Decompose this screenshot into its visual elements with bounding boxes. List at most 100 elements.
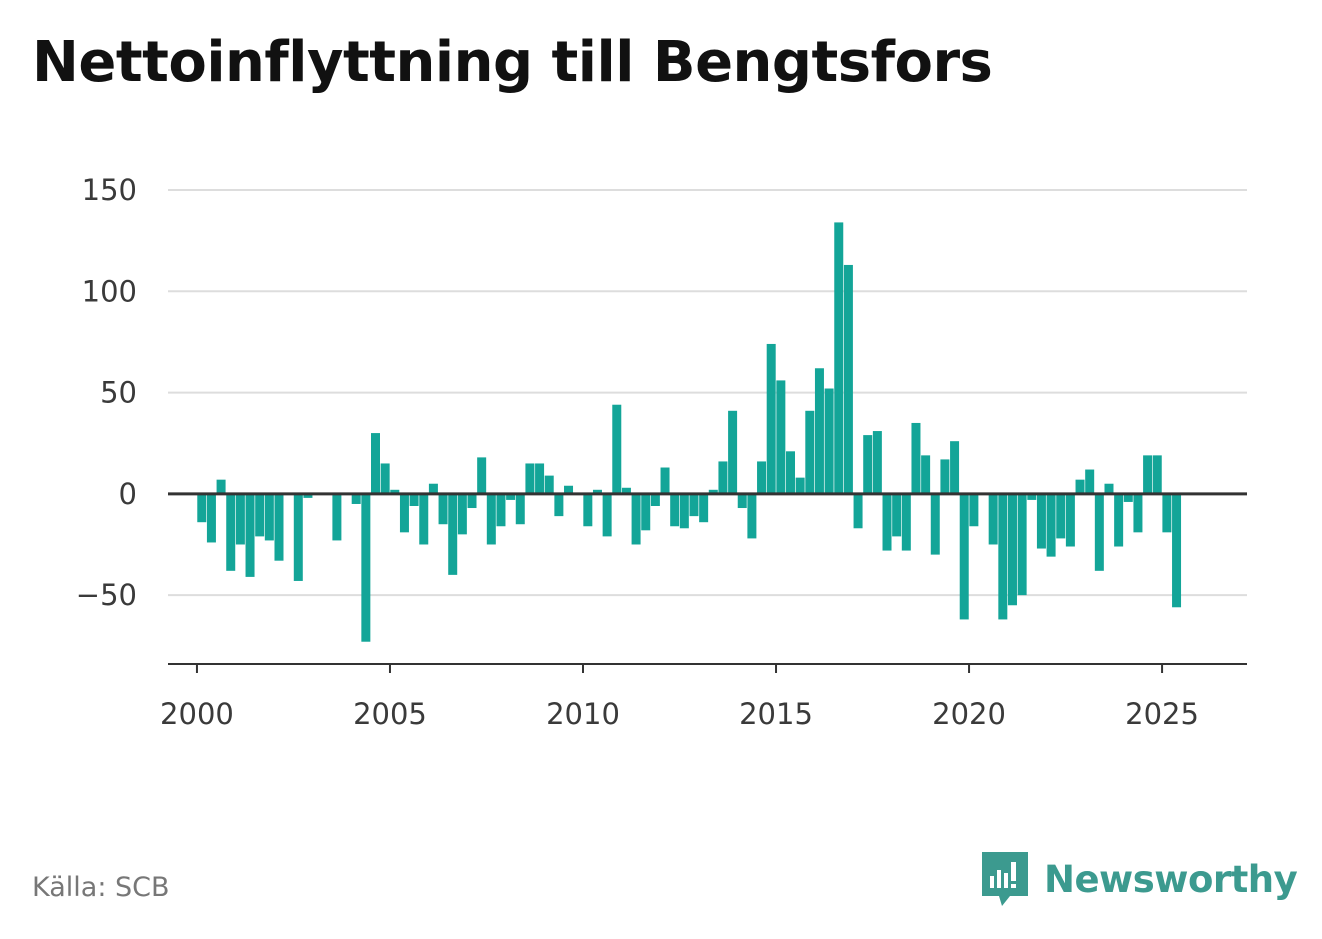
bar <box>786 451 795 494</box>
bar <box>950 441 960 494</box>
bar <box>371 433 380 494</box>
bar <box>776 380 786 494</box>
x-tick-label: 2005 <box>353 697 427 731</box>
bar <box>554 493 564 517</box>
y-tick-label: −50 <box>76 578 137 612</box>
y-tick-label: 0 <box>119 477 137 511</box>
bar <box>380 463 390 494</box>
bar <box>544 475 554 494</box>
bar <box>650 493 660 506</box>
brand-logo[interactable]: Newsworthy <box>980 850 1298 908</box>
bar <box>1143 455 1153 494</box>
bar <box>1114 493 1124 547</box>
bar <box>245 493 255 577</box>
bar <box>515 493 525 525</box>
y-tick-label: 150 <box>82 173 137 207</box>
bar <box>390 489 400 494</box>
bar <box>766 343 776 494</box>
bar <box>872 431 882 494</box>
bar <box>1075 479 1085 494</box>
bar <box>843 264 853 494</box>
bar <box>477 457 487 494</box>
bar <box>293 493 303 581</box>
bar <box>689 493 699 517</box>
bar <box>988 493 998 545</box>
bar <box>457 493 467 535</box>
bar <box>264 493 274 541</box>
bar <box>1065 493 1075 547</box>
bar <box>351 493 361 504</box>
bar <box>216 479 226 494</box>
bar <box>641 493 651 531</box>
bar <box>998 493 1008 620</box>
bar <box>1085 469 1095 494</box>
bar <box>506 493 516 500</box>
bar <box>535 463 545 494</box>
bar <box>863 435 873 494</box>
newsworthy-logo-icon <box>982 852 1028 906</box>
bar <box>1162 493 1172 533</box>
x-tick-label: 2010 <box>546 697 620 731</box>
y-tick-label: 50 <box>100 376 137 410</box>
bar <box>1152 455 1162 494</box>
x-axis-labels: 2000 2005 2010 2015 2020 2025 <box>160 697 1199 731</box>
bar <box>486 493 496 545</box>
bar <box>428 483 438 494</box>
bar <box>235 493 245 545</box>
bar <box>824 388 834 494</box>
bar <box>959 493 969 620</box>
bar <box>940 459 950 494</box>
bar <box>930 493 940 555</box>
bar <box>901 493 911 551</box>
bar <box>496 493 506 527</box>
bar <box>1133 493 1143 533</box>
bar <box>728 410 738 494</box>
bar <box>525 463 535 494</box>
brand-name: Newsworthy <box>1044 857 1298 901</box>
axes <box>168 492 1247 673</box>
bar <box>361 493 371 642</box>
bar <box>583 493 593 527</box>
bar <box>226 493 236 571</box>
bar <box>1104 483 1114 494</box>
bar <box>679 493 689 529</box>
bar <box>670 493 680 527</box>
bar <box>757 461 767 494</box>
bar <box>206 493 216 543</box>
bar <box>737 493 747 509</box>
y-axis-labels: 150 100 50 0 −50 <box>76 173 137 612</box>
bar <box>853 493 863 529</box>
bar <box>1046 493 1056 557</box>
source-label: Källa: SCB <box>32 872 170 903</box>
bar <box>448 493 458 575</box>
bars <box>197 222 1182 642</box>
bar <box>399 493 409 533</box>
bar <box>814 368 824 494</box>
x-tick-label: 2015 <box>739 697 813 731</box>
bar <box>708 489 718 494</box>
bar <box>467 493 477 509</box>
bar <box>1017 493 1027 596</box>
bar <box>1027 493 1037 500</box>
bar <box>1056 493 1066 539</box>
bar <box>921 455 931 494</box>
bar <box>332 493 342 541</box>
bar <box>274 493 284 561</box>
bar <box>1094 493 1104 571</box>
grid-lines <box>168 189 1247 597</box>
y-tick-label: 100 <box>82 274 137 308</box>
bar <box>621 487 631 494</box>
bar <box>602 493 612 537</box>
bar <box>882 493 892 551</box>
bar <box>631 493 641 545</box>
bar <box>438 493 448 525</box>
bar <box>911 422 921 494</box>
bar <box>747 493 757 539</box>
bar <box>660 467 670 494</box>
bar <box>409 493 419 506</box>
bar <box>969 493 979 527</box>
chart-title: Nettoinflyttning till Bengtsfors <box>32 30 993 95</box>
bar <box>255 493 265 537</box>
bar <box>834 222 844 494</box>
